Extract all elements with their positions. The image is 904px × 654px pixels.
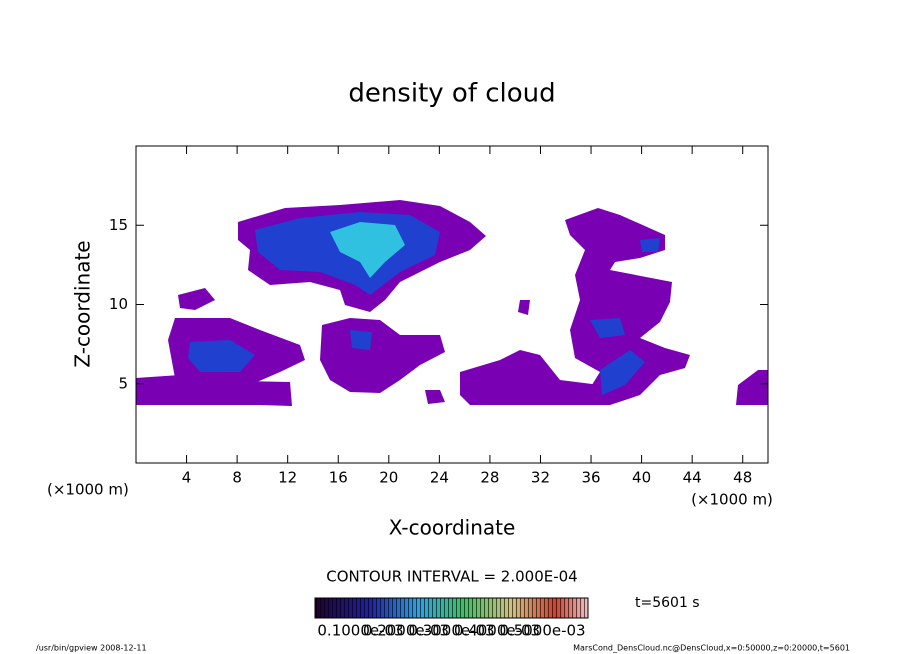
colorbar-tick-label: 0.3000e-03 [408,622,494,640]
x-tick-label: 16 [329,469,348,487]
x-tick-label: 24 [430,469,449,487]
colorbar-tick-label: 0.1000e-03 [317,622,403,640]
x-tick-label: 48 [733,469,752,487]
x-unit: (×1000 m) [691,491,773,509]
x-tick-label: 40 [632,469,651,487]
y-tick-label: 15 [109,216,128,234]
x-tick-label: 12 [278,469,297,487]
x-tick-label: 20 [379,469,398,487]
footer-right: MarsCond_DensCloud.nc@DensCloud,x=0:5000… [573,644,850,653]
x-tick-label: 4 [182,469,192,487]
cloud-field [136,200,768,406]
colorbar-tick-label: 0.2000e-03 [363,622,449,640]
time-label: t=5601 s [635,595,700,611]
x-tick-label: 36 [581,469,600,487]
x-tick-label: 28 [480,469,499,487]
contour-interval: CONTOUR INTERVAL = 2.000E-04 [326,568,577,586]
footer-left: /usr/bin/gpview 2008-12-11 [36,644,147,653]
x-tick-label: 32 [531,469,550,487]
colorbar-frame [314,597,589,619]
y-tick-label: 10 [109,295,128,313]
x-axis-label: X-coordinate [389,516,516,540]
y-unit: (×1000 m) [47,481,129,499]
y-tick-label: 5 [118,374,128,392]
x-tick-label: 8 [232,469,242,487]
chart-title: density of cloud [348,79,555,109]
colorbar-tick-label: 0.5000e-03 [499,622,585,640]
y-axis-label: Z-coordinate [71,240,95,367]
colorbar-tick-label: 0.4000e-03 [454,622,540,640]
x-tick-label: 44 [683,469,702,487]
plot-frame [135,145,769,464]
